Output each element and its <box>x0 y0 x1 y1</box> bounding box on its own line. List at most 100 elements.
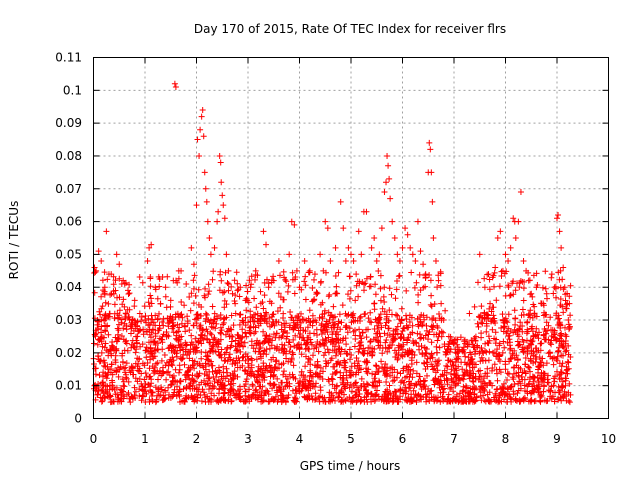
data-point <box>204 218 211 225</box>
data-point <box>520 257 527 264</box>
data-point <box>363 208 370 215</box>
data-point <box>202 185 209 192</box>
dense-noise-band <box>90 267 574 406</box>
data-point <box>225 267 232 274</box>
axis-ticks <box>93 57 609 419</box>
data-point <box>355 228 362 235</box>
data-point <box>489 274 496 281</box>
data-point <box>494 235 501 241</box>
x-tick-label: 3 <box>244 432 252 446</box>
data-point <box>260 228 267 235</box>
data-point <box>178 267 185 274</box>
data-point <box>533 284 540 291</box>
data-point <box>512 235 519 241</box>
data-point <box>200 133 207 140</box>
data-point <box>93 267 100 274</box>
data-point <box>317 251 324 258</box>
data-point <box>371 235 378 241</box>
data-point <box>142 317 148 324</box>
data-point <box>517 189 524 196</box>
data-point <box>471 303 478 310</box>
data-point <box>505 257 512 264</box>
data-point <box>237 284 244 291</box>
data-point <box>270 277 277 284</box>
data-point <box>332 244 339 251</box>
data-point <box>103 228 110 235</box>
data-point <box>136 310 143 317</box>
data-point <box>389 218 396 225</box>
noise-band-markers <box>90 267 574 406</box>
data-point <box>131 297 138 304</box>
data-point <box>232 300 239 307</box>
data-point <box>194 136 201 143</box>
data-point <box>215 208 222 215</box>
data-point <box>353 271 360 278</box>
data-point <box>148 241 155 248</box>
data-point <box>358 251 365 258</box>
data-point <box>171 80 178 87</box>
data-point <box>144 257 151 264</box>
data-point <box>492 264 499 271</box>
data-point <box>555 212 562 219</box>
data-point <box>560 264 567 271</box>
data-point <box>438 300 445 307</box>
data-point <box>170 277 177 284</box>
data-point <box>162 284 169 291</box>
data-point <box>146 244 153 251</box>
data-point <box>386 175 393 182</box>
data-point <box>199 107 206 114</box>
data-point <box>196 152 203 159</box>
data-point <box>404 231 411 238</box>
data-point <box>428 169 435 176</box>
data-point <box>432 257 439 264</box>
data-point <box>193 202 200 209</box>
data-point <box>121 303 128 310</box>
x-tick-labels: 0 1 2 3 4 5 6 7 8 9 10 <box>90 432 616 446</box>
data-point <box>327 257 334 264</box>
data-point <box>275 257 282 264</box>
data-point <box>342 257 349 264</box>
data-point <box>291 221 298 228</box>
x-tick-label: 1 <box>141 432 149 446</box>
data-point <box>218 179 225 186</box>
y-tick-label: 0.08 <box>55 149 82 163</box>
data-point <box>293 267 300 274</box>
data-point <box>101 284 108 291</box>
data-point <box>456 346 463 353</box>
data-point <box>324 225 331 232</box>
data-point <box>219 192 226 199</box>
data-point <box>113 251 120 258</box>
data-point <box>394 251 401 258</box>
data-point <box>476 251 483 258</box>
y-tick-label: 0.11 <box>55 51 82 65</box>
data-point <box>217 159 224 166</box>
data-point <box>190 261 197 268</box>
x-tick-label: 4 <box>296 432 304 446</box>
data-point <box>98 257 105 264</box>
data-point <box>247 284 254 291</box>
data-point <box>407 244 414 251</box>
data-point <box>350 257 357 264</box>
data-point <box>402 225 409 232</box>
data-point <box>306 267 313 274</box>
data-point <box>183 280 190 287</box>
data-point <box>265 284 272 291</box>
data-point <box>426 139 433 146</box>
x-tick-label: 7 <box>450 432 458 446</box>
x-tick-label: 2 <box>193 432 201 446</box>
x-tick-label: 5 <box>347 432 355 446</box>
roti-series <box>91 80 573 356</box>
data-point <box>216 152 223 159</box>
data-point <box>340 225 347 232</box>
data-point <box>435 277 442 284</box>
data-point <box>451 340 457 347</box>
data-point <box>105 271 112 278</box>
data-point <box>466 310 473 317</box>
y-tick-label: 0.04 <box>55 280 82 294</box>
data-point <box>422 271 429 278</box>
data-point <box>211 244 218 251</box>
data-point <box>381 189 388 196</box>
data-point <box>203 198 210 205</box>
data-point <box>383 179 390 186</box>
